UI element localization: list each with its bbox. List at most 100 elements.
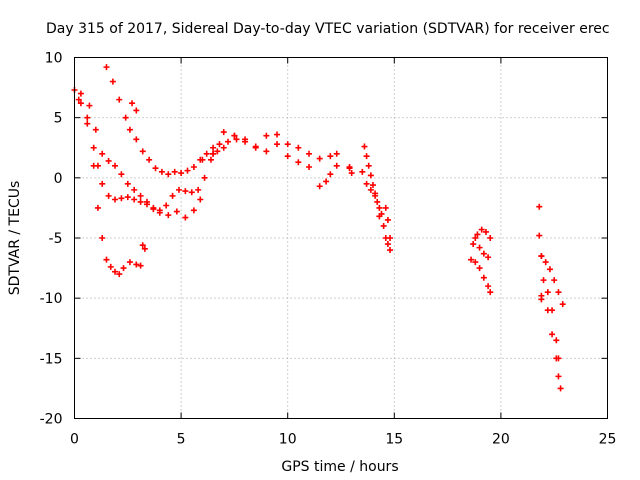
data-point <box>105 157 112 164</box>
data-point <box>374 198 381 205</box>
data-point <box>105 192 112 199</box>
data-point <box>372 192 379 199</box>
data-point <box>112 196 119 203</box>
y-tick-label: 5 <box>54 111 63 127</box>
data-point <box>470 241 477 248</box>
data-point <box>346 165 353 172</box>
data-point <box>201 174 208 181</box>
data-point <box>384 216 391 223</box>
y-tick-label: -20 <box>40 412 63 428</box>
data-point <box>137 198 144 205</box>
data-point <box>86 102 93 109</box>
grid <box>74 57 608 419</box>
data-point <box>92 126 99 133</box>
data-point <box>376 204 383 211</box>
data-point <box>487 289 494 296</box>
data-point <box>103 64 110 71</box>
x-tick-label: 10 <box>279 432 297 448</box>
data-point <box>84 114 91 121</box>
data-point <box>284 153 291 160</box>
data-point <box>480 274 487 281</box>
data-point <box>116 96 123 103</box>
data-point <box>478 226 485 233</box>
data-point <box>327 171 334 178</box>
data-point <box>210 150 217 157</box>
data-point <box>150 204 157 211</box>
data-point <box>316 155 323 162</box>
data-point <box>359 168 366 175</box>
data-point <box>131 196 138 203</box>
data-point <box>103 256 110 263</box>
data-point <box>380 222 387 229</box>
data-point <box>487 235 494 241</box>
data-point <box>75 96 82 103</box>
data-point <box>109 78 116 85</box>
data-point <box>112 162 119 169</box>
data-point <box>126 126 133 133</box>
data-point <box>207 156 214 163</box>
data-point <box>544 289 551 296</box>
data-point <box>126 259 133 266</box>
data-point <box>555 289 562 296</box>
data-point <box>274 141 281 148</box>
data-point <box>116 271 123 278</box>
data-point <box>480 250 487 257</box>
y-tick-label: 10 <box>45 51 63 67</box>
data-point <box>190 164 197 171</box>
data-point <box>158 168 165 175</box>
data-point <box>472 259 479 266</box>
data-point <box>538 296 545 303</box>
data-point <box>188 189 195 196</box>
data-point <box>184 167 191 174</box>
x-axis-label: GPS time / hours <box>281 459 398 475</box>
data-point <box>476 265 483 272</box>
data-point <box>210 144 217 151</box>
data-point <box>387 247 394 254</box>
data-point <box>178 170 185 177</box>
data-point <box>143 198 150 205</box>
data-point <box>216 141 223 148</box>
data-point <box>476 244 483 251</box>
data-point <box>327 153 334 160</box>
x-tick-label: 20 <box>492 432 510 448</box>
data-point <box>540 277 547 284</box>
data-point <box>77 90 84 97</box>
data-point <box>118 171 125 178</box>
data-point <box>165 212 172 219</box>
axis-ticks: 0 5 10 15 20 25 -20 -15 -10 -5 0 5 10 <box>40 51 617 448</box>
data-point <box>387 235 394 241</box>
data-point <box>163 202 170 209</box>
data-point <box>242 138 249 145</box>
data-point <box>165 171 172 178</box>
data-point <box>263 132 270 139</box>
data-point <box>295 159 302 166</box>
data-point <box>333 162 340 169</box>
data-point <box>306 164 313 171</box>
data-point <box>553 337 560 344</box>
data-point <box>175 186 182 193</box>
data-point <box>549 331 556 338</box>
data-point <box>485 283 492 290</box>
data-point <box>99 235 106 241</box>
data-point <box>559 301 566 308</box>
data-point <box>284 141 291 148</box>
y-tick-label: -15 <box>40 351 63 367</box>
data-point <box>133 136 140 143</box>
data-point <box>542 259 549 266</box>
data-point <box>137 262 144 269</box>
x-tick-label: 5 <box>177 432 186 448</box>
y-axis-label: SDTVAR / TECUs <box>7 181 23 296</box>
data-point <box>124 194 131 201</box>
data-point <box>306 150 313 157</box>
data-point <box>120 265 127 272</box>
data-point <box>156 207 163 214</box>
data-point <box>369 182 376 189</box>
data-point <box>94 162 101 169</box>
data-point <box>333 150 340 157</box>
data-points <box>71 64 566 392</box>
data-point <box>363 180 370 187</box>
data-point <box>361 143 368 150</box>
data-point <box>133 261 140 268</box>
data-point <box>195 186 202 193</box>
